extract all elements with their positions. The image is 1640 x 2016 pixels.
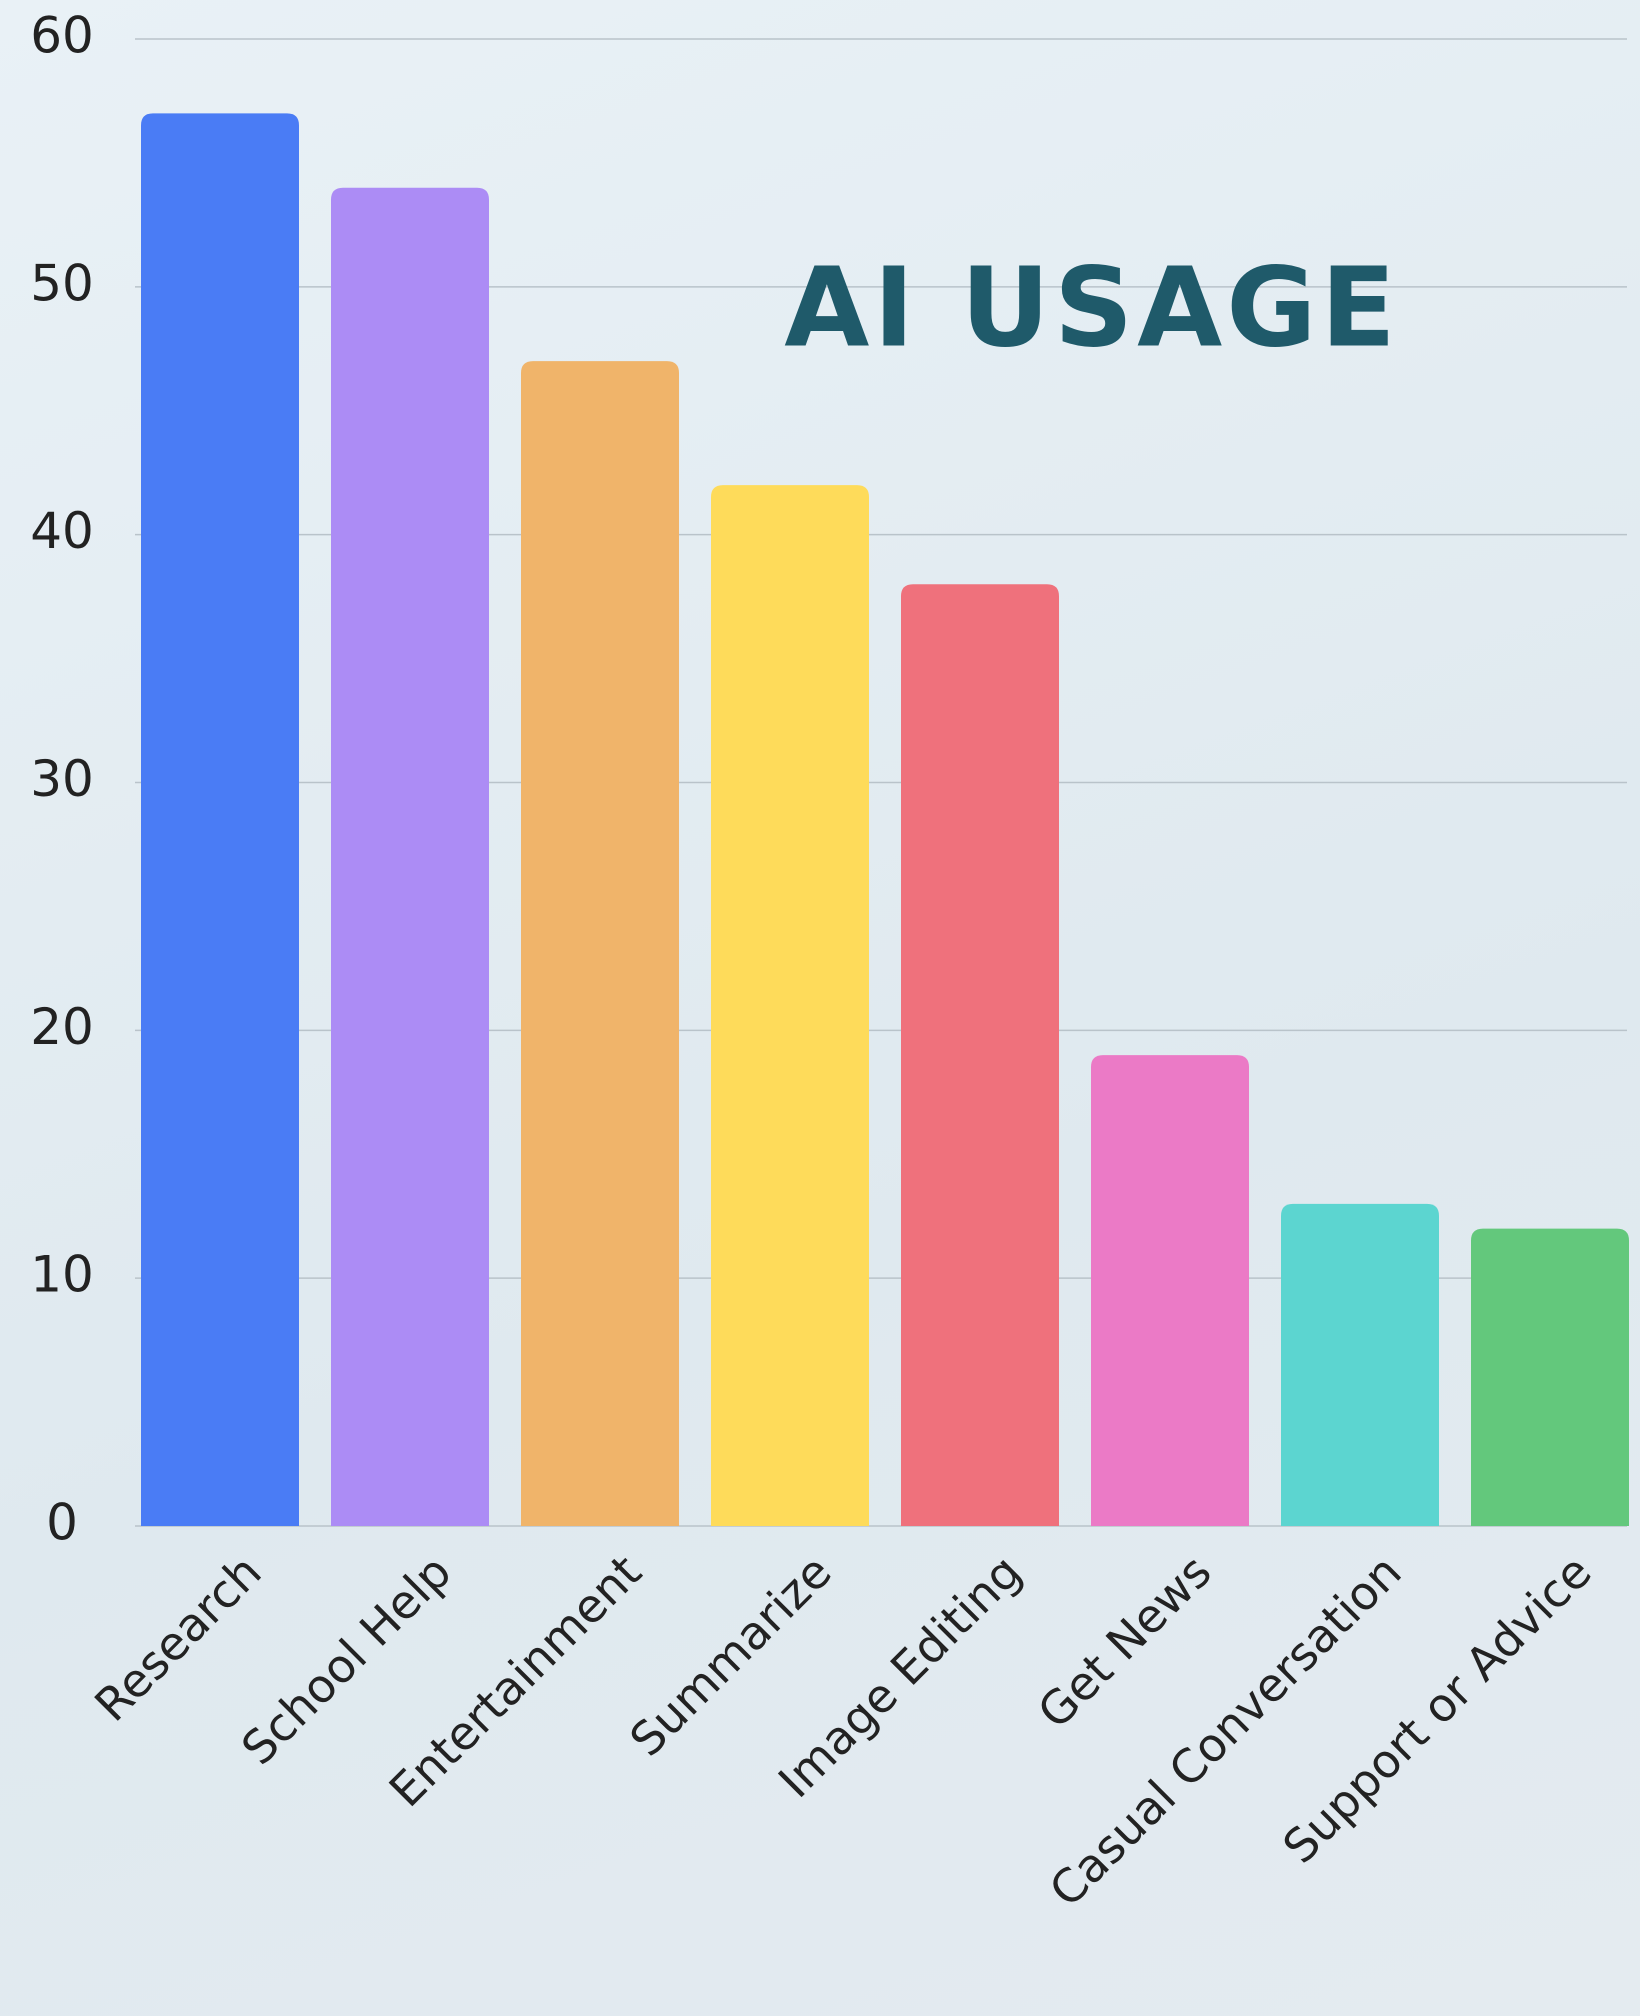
y-tick-label: 10 xyxy=(30,1246,94,1304)
x-tick-label: Casual Conversation xyxy=(1039,1544,1412,1917)
y-tick-label: 20 xyxy=(30,998,94,1056)
bar xyxy=(141,113,299,1527)
bar xyxy=(901,584,1059,1526)
y-tick-label: 0 xyxy=(46,1494,78,1552)
bar xyxy=(1471,1228,1629,1526)
bar xyxy=(1091,1055,1249,1526)
bar xyxy=(711,485,869,1527)
chart-title: AI USAGE xyxy=(784,243,1399,371)
y-tick-label: 60 xyxy=(30,7,94,65)
x-tick-label: Research xyxy=(84,1544,271,1731)
y-tick-label: 30 xyxy=(30,750,94,808)
bar xyxy=(1281,1203,1439,1526)
y-tick-label: 50 xyxy=(30,254,94,312)
y-tick-label: 40 xyxy=(30,502,94,560)
x-tick-label: Get News xyxy=(1027,1544,1221,1738)
bar xyxy=(521,361,679,1526)
x-tick-label: Support or Advice xyxy=(1272,1544,1601,1873)
bar xyxy=(331,187,489,1527)
